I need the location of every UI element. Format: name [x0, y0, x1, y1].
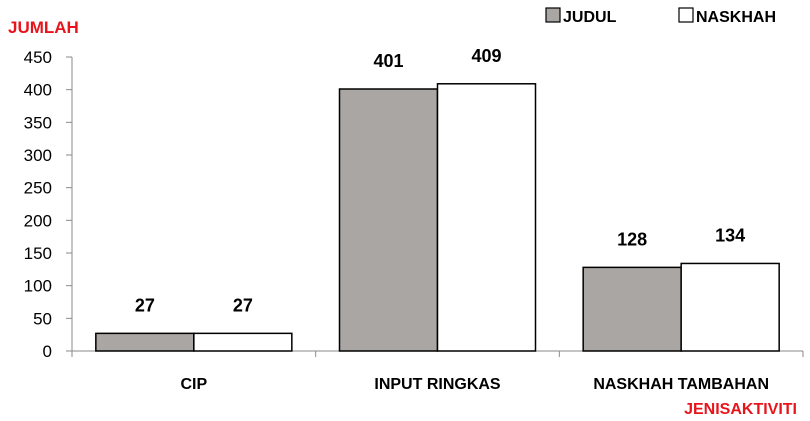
y-tick-label: 50 [33, 309, 52, 328]
x-category-label: INPUT RINGKAS [374, 376, 501, 393]
y-tick-label: 100 [24, 277, 52, 296]
y-tick-label: 200 [24, 211, 52, 230]
y-axis-label: JUMLAH [8, 18, 79, 37]
x-axis-label: JENISAKTIVITI [684, 401, 797, 418]
x-category-label: CIP [180, 376, 207, 393]
y-tick-label: 450 [24, 48, 52, 67]
y-tick-label: 250 [24, 179, 52, 198]
legend-label: JUDUL [563, 9, 617, 26]
y-tick-label: 150 [24, 244, 52, 263]
y-tick-label: 300 [24, 146, 52, 165]
bar [582, 266, 682, 352]
data-label: 409 [471, 46, 501, 66]
data-label: 401 [373, 51, 403, 71]
x-category-label: NASKHAH TAMBAHAN [593, 376, 769, 393]
data-label: 128 [617, 229, 647, 249]
legend: JUDUL NASKHAH [545, 7, 776, 26]
legend-swatch [545, 7, 561, 23]
bar [95, 332, 195, 352]
data-label: 27 [233, 295, 253, 315]
bar [338, 88, 439, 352]
bar [193, 332, 293, 352]
data-label: 134 [715, 225, 745, 245]
axes: 0 50 100 150 200 250 300 350 400 450 CIP INPUT RING… [24, 48, 804, 393]
y-tick-label: 350 [24, 113, 52, 132]
y-tick-label: 400 [24, 81, 52, 100]
bar [436, 83, 537, 352]
bar [680, 262, 780, 352]
bars: 27 27 401 409 128 134 [95, 46, 780, 352]
legend-label: NASKHAH [696, 9, 776, 26]
y-tick-label: 0 [43, 342, 52, 361]
data-label: 27 [135, 295, 155, 315]
legend-swatch [678, 7, 694, 23]
